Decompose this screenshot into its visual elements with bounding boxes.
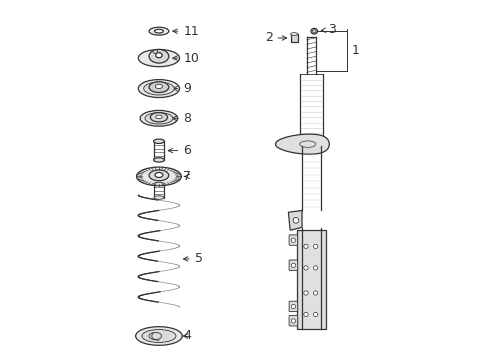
FancyBboxPatch shape	[289, 316, 298, 326]
FancyBboxPatch shape	[291, 34, 298, 42]
Ellipse shape	[137, 167, 181, 186]
Ellipse shape	[291, 319, 295, 323]
Text: 2: 2	[265, 31, 287, 45]
Ellipse shape	[291, 305, 295, 309]
Ellipse shape	[138, 49, 179, 67]
Ellipse shape	[149, 82, 169, 93]
Ellipse shape	[304, 244, 308, 248]
Text: 7: 7	[183, 170, 191, 183]
FancyBboxPatch shape	[289, 235, 298, 245]
Ellipse shape	[155, 172, 163, 177]
Ellipse shape	[149, 49, 169, 63]
Polygon shape	[275, 134, 329, 154]
Ellipse shape	[153, 50, 158, 53]
Ellipse shape	[155, 84, 163, 89]
FancyBboxPatch shape	[289, 260, 298, 270]
Ellipse shape	[304, 266, 308, 270]
Text: 11: 11	[173, 25, 199, 38]
Text: 9: 9	[173, 82, 191, 95]
Ellipse shape	[154, 30, 164, 33]
Ellipse shape	[304, 291, 308, 295]
Ellipse shape	[136, 327, 182, 345]
Text: 10: 10	[173, 51, 199, 64]
Ellipse shape	[291, 33, 298, 36]
Text: 3: 3	[321, 23, 337, 36]
Text: 8: 8	[172, 112, 191, 125]
Ellipse shape	[154, 182, 164, 186]
Ellipse shape	[154, 196, 164, 199]
Ellipse shape	[291, 263, 295, 267]
Ellipse shape	[304, 312, 308, 317]
Text: 5: 5	[183, 252, 203, 265]
Ellipse shape	[314, 291, 318, 295]
Ellipse shape	[314, 312, 318, 317]
Ellipse shape	[150, 113, 168, 122]
Ellipse shape	[140, 111, 178, 126]
Ellipse shape	[314, 244, 318, 248]
Ellipse shape	[145, 113, 173, 124]
FancyBboxPatch shape	[289, 301, 298, 312]
FancyBboxPatch shape	[297, 230, 326, 329]
Ellipse shape	[314, 266, 318, 270]
Ellipse shape	[149, 27, 169, 35]
Ellipse shape	[153, 139, 164, 143]
Ellipse shape	[142, 329, 176, 342]
Ellipse shape	[153, 158, 164, 162]
Ellipse shape	[293, 217, 299, 223]
Text: 6: 6	[168, 144, 191, 157]
Text: 1: 1	[351, 44, 359, 57]
Ellipse shape	[138, 80, 179, 98]
Ellipse shape	[291, 238, 295, 242]
Ellipse shape	[149, 170, 169, 181]
Polygon shape	[289, 211, 302, 230]
Ellipse shape	[156, 53, 162, 58]
Text: 4: 4	[183, 329, 191, 342]
Ellipse shape	[311, 28, 318, 34]
Ellipse shape	[144, 82, 174, 95]
Ellipse shape	[156, 115, 162, 119]
